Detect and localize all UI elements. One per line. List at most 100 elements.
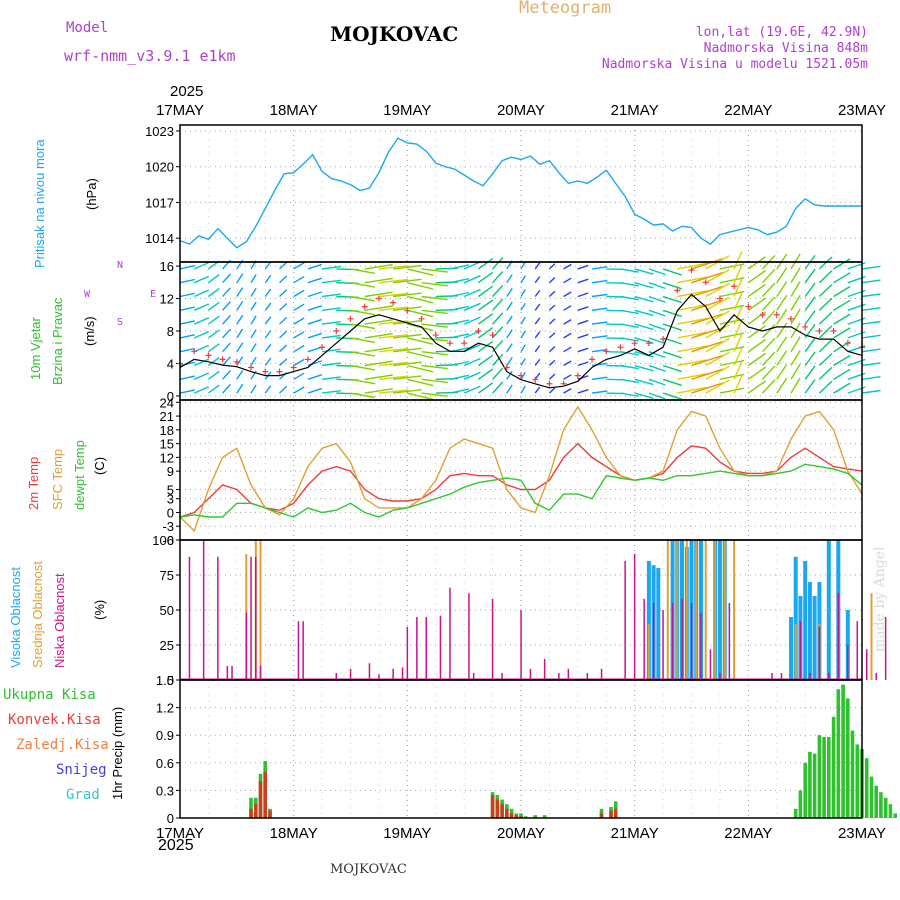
wind-vector — [449, 264, 470, 270]
wind-vector — [591, 279, 608, 284]
wind-vector — [293, 289, 305, 298]
wind-vector — [520, 330, 526, 339]
wind-vector — [818, 339, 833, 353]
wind-vector — [350, 282, 376, 288]
lonlat-label: lon,lat (19.6E, 42.9N) — [695, 25, 868, 40]
cloud-low-bar — [700, 612, 702, 680]
wind-vector — [662, 364, 682, 373]
wind-vector — [662, 351, 682, 359]
wind-vector — [322, 307, 341, 311]
precip-label-total: Ukupna Kisa — [3, 687, 96, 703]
gust-marker — [660, 336, 667, 343]
precip-total-bar — [888, 804, 893, 818]
gust-marker — [518, 372, 524, 379]
precip-total-bar — [793, 808, 798, 818]
wind-vector — [250, 315, 257, 325]
y-tick-label: 5 — [167, 483, 174, 498]
wind-vector — [207, 370, 220, 380]
wind-vector — [222, 328, 231, 339]
gust-marker — [773, 311, 780, 318]
wind-vector — [449, 333, 470, 339]
wind-vector — [279, 358, 288, 367]
wind-vector — [861, 334, 881, 339]
wind-vector — [648, 392, 666, 400]
wind-vector — [364, 263, 393, 270]
wind-vector — [449, 319, 470, 325]
time-label-top: 21MAY — [611, 102, 659, 119]
wind-vector — [236, 342, 244, 353]
y-tick-label: 0 — [167, 811, 174, 826]
wind-vector — [733, 306, 743, 325]
time-label-top: 23MAY — [838, 102, 886, 119]
gust-marker — [702, 279, 709, 286]
cloud-high-bar — [793, 556, 798, 680]
wind-vector — [463, 302, 481, 311]
gust-marker — [603, 348, 610, 355]
wind-vector — [477, 313, 494, 325]
wind-vector — [790, 336, 801, 353]
wind-vector — [293, 358, 305, 367]
wind-vector — [620, 295, 639, 301]
wind-vector — [818, 297, 833, 311]
wind-vector — [463, 357, 481, 367]
wind-vector — [463, 275, 481, 284]
y-tick-label: 100 — [152, 533, 174, 548]
wind-vector — [393, 361, 422, 367]
precip-total-bar — [846, 698, 850, 818]
wind-vector — [634, 295, 654, 303]
precip-conv-bar — [490, 795, 495, 818]
gust-marker — [546, 380, 553, 387]
precip-total-bar — [883, 797, 888, 818]
y-tick-label: -6 — [162, 533, 174, 548]
wind-vector — [534, 276, 541, 284]
precip-total-bar — [542, 815, 547, 818]
gust-marker — [304, 356, 311, 363]
gust-marker — [290, 364, 297, 371]
wind-vector — [506, 343, 513, 353]
wind-vector — [307, 360, 322, 367]
wind-vector — [747, 366, 767, 380]
cloud-low-bar — [586, 673, 589, 680]
wind-vector — [193, 344, 209, 353]
wind-vector — [677, 359, 708, 367]
cloud-low-bar — [558, 673, 560, 680]
wind-vector — [236, 370, 244, 380]
cloud-low-bar — [259, 666, 262, 680]
wind-vector — [463, 288, 481, 298]
precip-conv-bar — [258, 781, 263, 818]
wind-vector — [492, 381, 504, 394]
wind-vector — [691, 299, 724, 311]
cloud-high-bar — [803, 561, 808, 680]
wind-vector — [648, 364, 666, 372]
wind-vector — [620, 282, 639, 287]
gust-marker — [233, 358, 240, 365]
wind-vector — [506, 288, 513, 297]
wind-vector — [648, 378, 666, 386]
model-label: Model — [66, 20, 109, 36]
precip-conv-bar — [509, 813, 514, 818]
wind-vector — [677, 290, 708, 298]
gust-marker — [191, 348, 198, 355]
wind-vector — [804, 268, 816, 284]
time-label-top: 22MAY — [724, 102, 772, 119]
wind-vector — [492, 326, 504, 339]
wind-vector — [264, 316, 272, 325]
y-tick-label: 15 — [160, 437, 174, 452]
cloud-low-bar — [624, 561, 626, 680]
y-tick-label: 12 — [160, 450, 174, 465]
wind-vector — [548, 290, 556, 298]
precip-label-hail: Grad — [66, 787, 100, 803]
gust-marker — [787, 315, 794, 322]
cloud-high-bar — [826, 540, 831, 680]
wind-vector — [648, 309, 666, 317]
wind-vector — [861, 389, 881, 394]
gust-marker — [816, 328, 823, 334]
cloud-low-bar — [529, 668, 532, 680]
wind-vector — [548, 359, 556, 367]
cloud-high-bar — [699, 540, 703, 680]
precip-total-bar — [855, 744, 860, 818]
precip-conv-bar — [254, 804, 258, 818]
wind-vector — [677, 317, 708, 325]
wind-vector — [733, 278, 743, 297]
